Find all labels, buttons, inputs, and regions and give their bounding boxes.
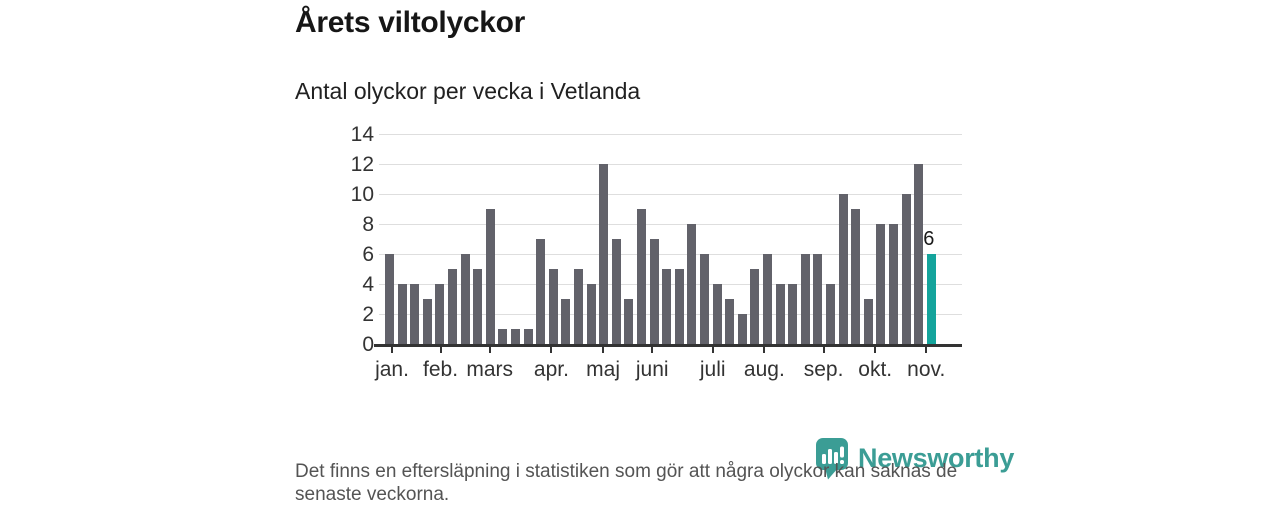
bar-week-33: [788, 284, 798, 344]
bar-week-4: [422, 299, 432, 344]
x-tick-feb: [439, 347, 442, 353]
x-axis-label-mars: mars: [466, 358, 513, 381]
bar-week-1: [385, 254, 394, 344]
y-axis-label-8: 8: [362, 213, 374, 236]
bar-week-27: [712, 284, 722, 344]
bar-week-35: [813, 254, 823, 344]
x-tick-juni: [651, 347, 654, 353]
bar-week-21: [637, 209, 646, 344]
x-tick-nov: [925, 347, 928, 353]
bar-week-16: [574, 269, 583, 344]
x-axis-label-maj: maj: [586, 358, 620, 381]
bar-week-32: [775, 284, 785, 344]
page-title: Årets viltolyckor: [295, 6, 525, 39]
bar-week-14: [548, 269, 558, 344]
y-axis-label-14: 14: [350, 123, 374, 146]
x-axis-label-juni: juni: [635, 358, 669, 381]
bar-week-6: [448, 269, 457, 344]
bar-week-36: [826, 284, 835, 344]
bar-week-20: [624, 299, 634, 344]
bar-week-18: [599, 164, 609, 344]
y-axis-label-6: 6: [362, 243, 374, 266]
bar-week-23: [662, 269, 672, 344]
bar-week-10: [498, 329, 508, 344]
bar-week-12: [523, 329, 533, 344]
bar-week-38: [851, 209, 861, 344]
bar-week-43: [914, 164, 924, 344]
x-tick-juli: [711, 347, 714, 353]
bar-week-8: [473, 269, 483, 344]
x-tick-sep: [822, 347, 825, 353]
x-tick-mars: [488, 347, 491, 353]
bar-week-3: [410, 284, 420, 344]
bar-week-39: [863, 299, 873, 344]
bar-week-41: [889, 224, 898, 344]
bar-week-25: [687, 224, 697, 344]
bar-week-34: [800, 254, 810, 344]
x-tick-apr: [550, 347, 553, 353]
bar-week-19: [611, 239, 621, 344]
bar-week-5: [435, 284, 445, 344]
x-tick-okt: [874, 347, 877, 353]
bar-week-42: [901, 194, 911, 344]
newsworthy-pin-icon: [816, 438, 848, 480]
bar-week-31: [763, 254, 772, 344]
y-axis-label-4: 4: [362, 273, 374, 296]
chart-subtitle: Antal olyckor per vecka i Vetlanda: [295, 78, 641, 104]
bar-week-44: [926, 254, 936, 344]
bar-week-22: [649, 239, 659, 344]
bar-week-30: [750, 269, 760, 344]
bar-week-37: [838, 194, 848, 344]
x-axis-label-apr: apr.: [533, 358, 569, 381]
x-axis-label-okt: okt.: [858, 358, 893, 381]
bar-week-2: [397, 284, 407, 344]
y-axis-label-10: 10: [350, 183, 374, 206]
x-tick-maj: [602, 347, 605, 353]
bar-week-28: [725, 299, 735, 344]
x-axis-label-nov: nov.: [907, 358, 946, 381]
bar-week-40: [876, 224, 886, 344]
bar-chart: 0 2 4 6 8 10 12 14 jan. feb. mars apr. maj juni juli au…: [350, 123, 962, 381]
x-tick-jan: [391, 347, 394, 353]
bar-week-29: [737, 314, 747, 344]
bar-week-13: [536, 239, 546, 344]
x-axis-label-sep: sep.: [803, 358, 844, 381]
bar-week-7: [460, 254, 470, 344]
x-tick-aug: [763, 347, 766, 353]
x-axis-label-aug: aug.: [743, 358, 785, 381]
last-bar-value-label: 6: [923, 228, 935, 250]
bar-week-26: [700, 254, 709, 344]
gridline-y12: [379, 164, 962, 165]
footer-note: Det finns en eftersläpning i statistiken…: [295, 461, 958, 506]
x-axis-line: [374, 344, 962, 347]
x-axis-label-jan: jan.: [375, 358, 409, 381]
gridline-y8: [379, 224, 962, 225]
x-axis-label-feb: feb.: [423, 358, 459, 381]
gridline-y6: [379, 254, 962, 255]
y-axis-label-2: 2: [362, 303, 374, 326]
bar-week-9: [485, 209, 495, 344]
bar-week-17: [586, 284, 596, 344]
y-axis-label-0: 0: [362, 333, 374, 356]
bar-week-15: [561, 299, 571, 344]
x-axis-label-juli: juli: [699, 358, 726, 381]
gridline-y14: [379, 134, 962, 135]
newsworthy-logo: Newsworthy: [815, 437, 1014, 480]
newsworthy-wordmark: Newsworthy: [858, 443, 1015, 473]
gridline-y10: [379, 194, 962, 195]
bar-week-24: [674, 269, 684, 344]
y-axis-label-12: 12: [350, 153, 374, 176]
bar-week-11: [511, 329, 520, 344]
